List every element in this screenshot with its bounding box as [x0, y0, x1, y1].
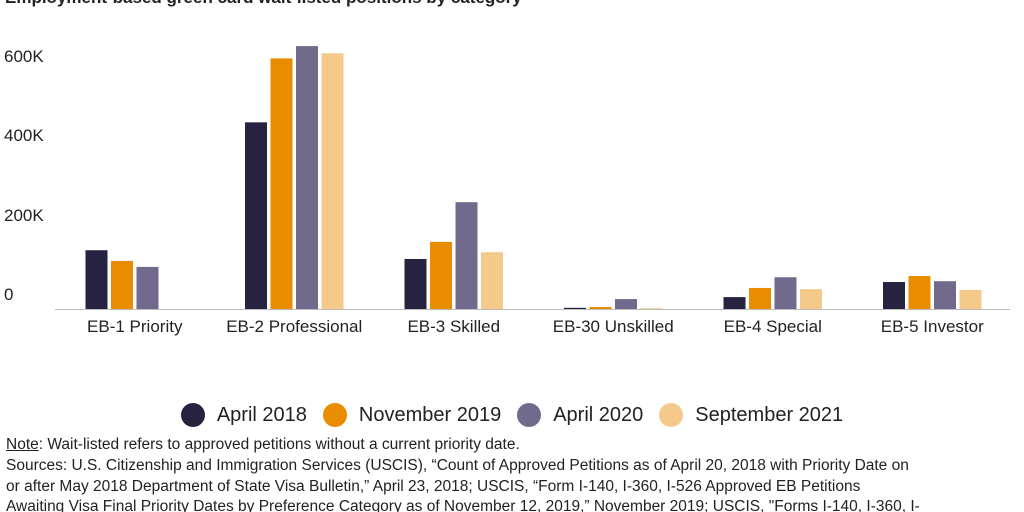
- x-tick-label: EB-4 Special: [723, 317, 822, 336]
- bar: [800, 289, 822, 309]
- legend-item: November 2019: [322, 403, 502, 427]
- y-tick-label: 400K: [4, 126, 44, 146]
- y-tick-label: 200K: [4, 205, 44, 225]
- bar: [455, 202, 478, 309]
- y-tick-label: 0: [4, 285, 14, 304]
- note: Note: Wait-listed refers to approved pet…: [6, 436, 520, 454]
- bar: [321, 53, 344, 309]
- bar: [296, 46, 318, 309]
- note-label: Note: [6, 436, 39, 453]
- bar: [615, 299, 637, 309]
- bar: [640, 308, 663, 309]
- bar: [85, 250, 108, 309]
- legend-item: April 2018: [180, 403, 307, 427]
- legend-swatch: [517, 403, 542, 427]
- bar: [270, 58, 293, 309]
- legend-item: September 2021: [659, 403, 843, 427]
- bar: [564, 307, 586, 309]
- x-tick-label: EB-5 Investor: [880, 317, 984, 336]
- legend-label: April 2018: [216, 403, 307, 426]
- bar: [589, 307, 612, 309]
- bar: [774, 277, 797, 309]
- note-text: : Wait-listed refers to approved petitio…: [38, 436, 520, 453]
- bar: [883, 281, 905, 309]
- bar: [908, 276, 931, 309]
- legend-label: November 2019: [358, 403, 502, 426]
- bar: [404, 258, 427, 309]
- sources-line: Awaiting Visa Final Priority Dates by Pr…: [6, 498, 920, 512]
- sources-line: Sources: U.S. Citizenship and Immigratio…: [6, 457, 909, 474]
- chart-title: Employment-based green card wait-listed …: [5, 0, 522, 8]
- bar: [245, 122, 267, 309]
- bar: [481, 252, 503, 309]
- y-tick-label: 600K: [4, 46, 44, 66]
- bar: [959, 289, 982, 309]
- legend-swatch: [322, 403, 347, 427]
- x-tick-label: EB-2 Professional: [226, 317, 363, 336]
- x-tick-label: EB-1 Priority: [87, 317, 183, 336]
- legend: April 2018 November 2019 April 2020 Septemb…: [0, 403, 1024, 427]
- bar: [136, 266, 159, 309]
- legend-label: April 2020: [553, 403, 644, 426]
- bar: [934, 281, 956, 309]
- legend-swatch: [180, 403, 205, 427]
- legend-item: April 2020: [517, 403, 643, 427]
- bar: [723, 297, 746, 309]
- sources-line: or after May 2018 Department of State Vi…: [6, 477, 861, 495]
- legend-label: September 2021: [695, 403, 844, 426]
- x-tick-label: EB-3 Skilled: [407, 317, 501, 336]
- bar: [749, 287, 771, 309]
- bar: [430, 241, 452, 309]
- bar: [111, 260, 133, 309]
- x-tick-label: EB-30 Unskilled: [552, 317, 674, 336]
- legend-swatch: [659, 403, 684, 427]
